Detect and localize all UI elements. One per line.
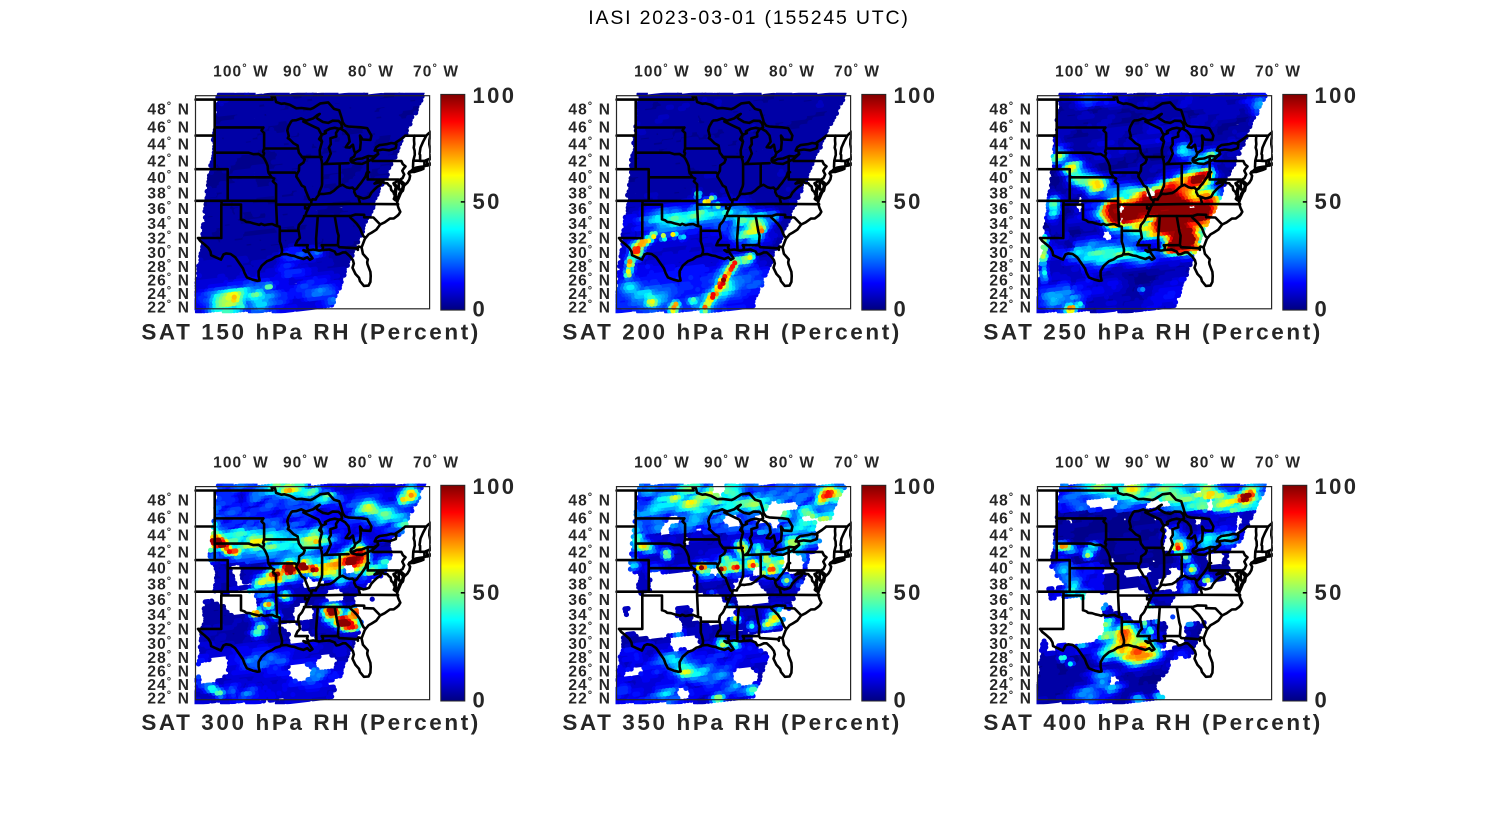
svg-text:SAT 250 hPa RH (Percent): SAT 250 hPa RH (Percent) <box>983 319 1323 344</box>
svg-text:IASI 2023-03-01 (155245 UTC): IASI 2023-03-01 (155245 UTC) <box>588 7 909 29</box>
svg-text:SAT 200 hPa RH (Percent): SAT 200 hPa RH (Percent) <box>562 319 902 344</box>
svg-text:SAT 150 hPa RH (Percent): SAT 150 hPa RH (Percent) <box>141 319 481 344</box>
svg-text:SAT 350 hPa RH (Percent): SAT 350 hPa RH (Percent) <box>562 710 902 735</box>
svg-text:SAT 400 hPa RH (Percent): SAT 400 hPa RH (Percent) <box>983 710 1323 735</box>
svg-text:SAT 300 hPa RH (Percent): SAT 300 hPa RH (Percent) <box>141 710 481 735</box>
